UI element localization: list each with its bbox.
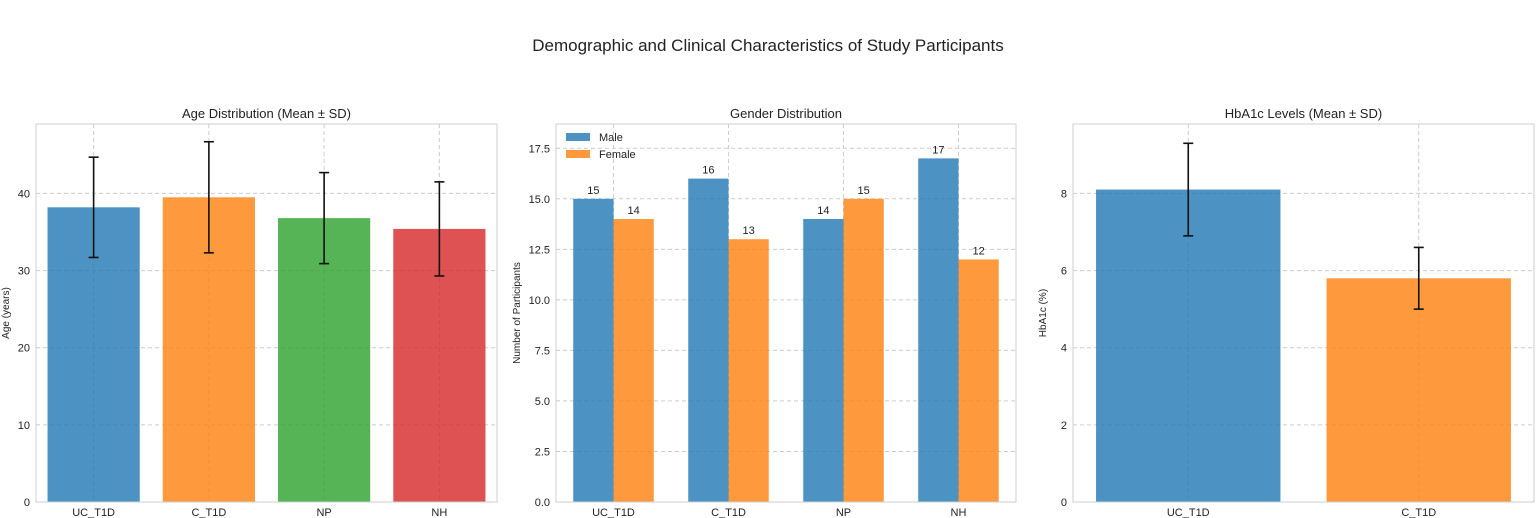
bar-value-label: 15: [587, 185, 599, 197]
legend-swatch-female: [566, 150, 590, 158]
legend: Male Female: [566, 132, 636, 161]
y-axis-label: HbA1c (%): [1038, 289, 1049, 337]
legend-label-male: Male: [599, 132, 623, 144]
y-axis-label: Age (years): [1, 287, 12, 339]
bar-male: [688, 178, 729, 502]
bar-female: [728, 239, 769, 503]
bar-value-label: 12: [973, 245, 985, 257]
figure-title: Demographic and Clinical Characteristics…: [532, 36, 1003, 55]
y-tick-label: 0: [1061, 497, 1067, 509]
y-tick-label: 5.0: [535, 396, 550, 408]
x-tick-label: C_T1D: [191, 507, 226, 518]
panel-title: Age Distribution (Mean ± SD): [182, 106, 351, 121]
y-tick-label: 8: [1061, 188, 1067, 200]
y-tick-label: 2.5: [535, 446, 550, 458]
bar-value-label: 16: [702, 165, 714, 177]
bar-c_t1d: [1326, 278, 1511, 502]
x-tick-label: NP: [316, 507, 331, 518]
x-tick-label: NP: [836, 507, 851, 518]
y-tick-label: 2: [1061, 420, 1067, 432]
bar-value-label: 14: [628, 205, 640, 217]
bar-np: [278, 218, 371, 502]
y-tick-label: 15.0: [529, 194, 550, 206]
y-tick-label: 10: [18, 420, 30, 432]
chart-panel-2: 15 16 14 17 14 13 15 12 0.0 2.5 5.0 7.5 10.0 12.5 15.0…: [512, 106, 1017, 518]
x-tick-label: NH: [951, 507, 967, 518]
x-tick-label: NH: [431, 507, 447, 518]
x-tick-label: C_T1D: [1401, 507, 1436, 518]
bar-male: [918, 158, 959, 502]
chart-panel-3: 0 2 4 6 8 UC_T1D C_T1D HbA1c Levels (Mean ± SD)…: [1038, 106, 1535, 518]
bar-uc_t1d: [1096, 189, 1281, 503]
bar-value-label: 13: [743, 225, 755, 237]
x-tick-label: C_T1D: [711, 507, 746, 518]
y-tick-label: 30: [18, 266, 30, 278]
bar-female: [958, 259, 999, 502]
y-tick-label: 7.5: [535, 345, 550, 357]
legend-swatch-male: [566, 133, 590, 141]
x-tick-label: UC_T1D: [1167, 507, 1210, 518]
y-tick-label: 20: [18, 343, 30, 355]
y-tick-label: 10.0: [529, 295, 550, 307]
y-axis-label: Number of Participants: [512, 262, 523, 364]
bar-value-label: 14: [817, 205, 829, 217]
y-tick-label: 40: [18, 188, 30, 200]
y-tick-label: 12.5: [529, 244, 550, 256]
bar-male: [803, 219, 844, 502]
chart-panel-1: 0 10 20 30 40 UC_T1D C_T1D NP NH Age Distribution…: [1, 106, 498, 518]
x-tick-label: UC_T1D: [592, 507, 635, 518]
plot-frame: [555, 123, 1017, 503]
legend-label-female: Female: [599, 149, 636, 161]
y-tick-label: 0.0: [535, 497, 550, 509]
panel-title: HbA1c Levels (Mean ± SD): [1225, 106, 1382, 121]
bar-female: [613, 219, 654, 502]
y-tick-label: 4: [1061, 343, 1067, 355]
plot-frame: [35, 123, 498, 503]
bar-value-label: 17: [932, 144, 944, 156]
bar-female: [843, 198, 884, 502]
y-tick-label: 0: [24, 497, 30, 509]
y-tick-label: 17.5: [529, 143, 550, 155]
y-tick-label: 6: [1061, 266, 1067, 278]
bar-value-label: 15: [858, 185, 870, 197]
panel-title: Gender Distribution: [730, 106, 842, 121]
bar-male: [573, 198, 614, 502]
plot-frame: [1072, 123, 1535, 503]
x-tick-label: UC_T1D: [72, 507, 115, 518]
